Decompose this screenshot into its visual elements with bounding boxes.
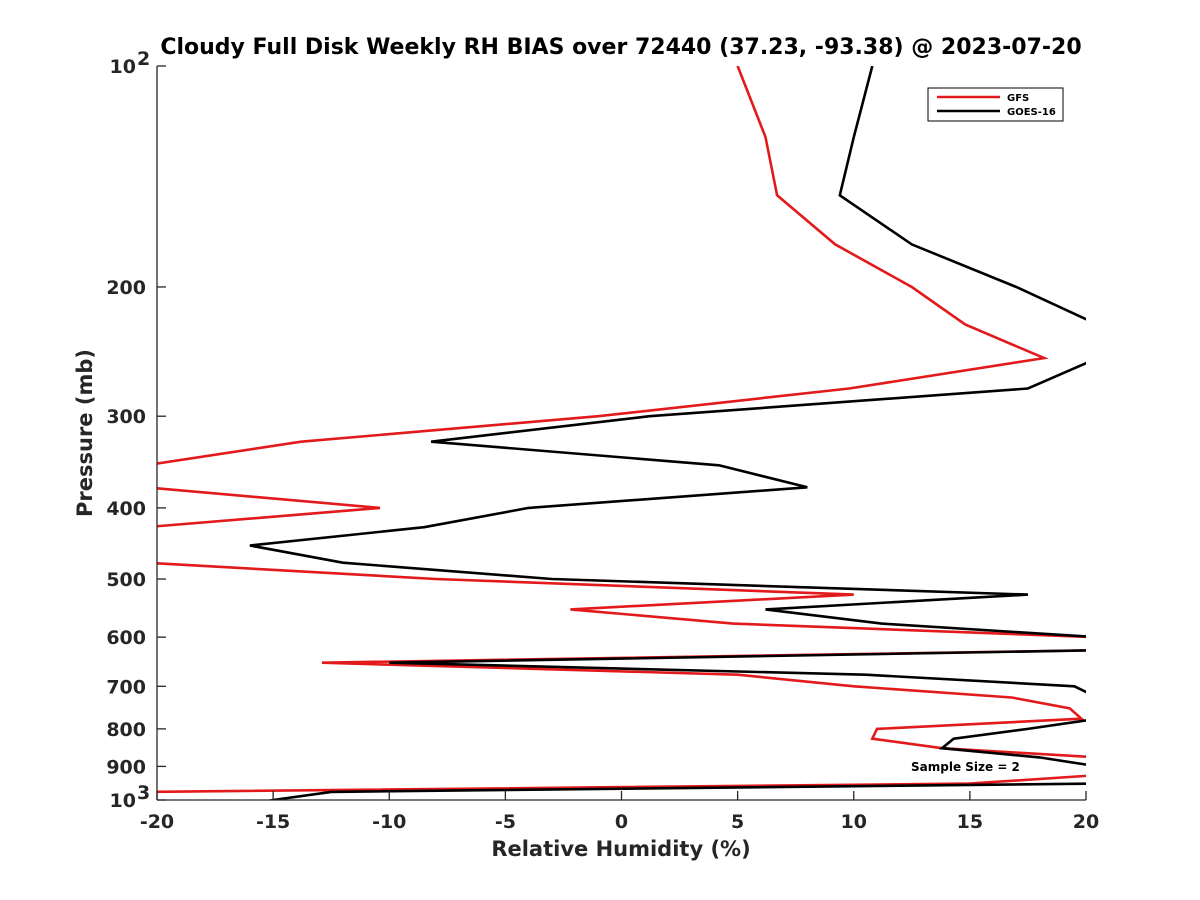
sample-size-annotation: Sample Size = 2 — [911, 760, 1020, 774]
series-line-goes-16 — [249, 66, 1086, 800]
x-tick-label: 20 — [1073, 811, 1099, 833]
y-tick-label: 700 — [106, 676, 146, 698]
y-tick-label: 200 — [106, 277, 146, 299]
legend-label-goes16: GOES-16 — [1007, 107, 1056, 118]
x-tick-label: 0 — [615, 811, 628, 833]
y-tick-label: 10 — [110, 790, 136, 812]
plot-area — [157, 66, 1086, 800]
series-lines — [157, 66, 1086, 800]
x-tick-label: -5 — [495, 811, 516, 833]
series-line-gfs — [157, 66, 1086, 794]
y-tick-exponent: 3 — [137, 782, 150, 804]
y-axis-label: Pressure (mb) — [73, 349, 97, 517]
y-tick-label: 400 — [106, 498, 146, 520]
x-tick-label: -15 — [256, 811, 290, 833]
x-tick-label: -10 — [372, 811, 406, 833]
y-tick-label: 500 — [106, 569, 146, 591]
y-tick-exponent: 2 — [137, 48, 150, 70]
y-tick-label: 600 — [106, 627, 146, 649]
y-tick-label: 300 — [106, 406, 146, 428]
x-tick-label: 5 — [731, 811, 744, 833]
legend-box — [927, 87, 1064, 122]
x-tick-label: -20 — [140, 811, 174, 833]
y-tick-label: 10 — [110, 56, 136, 78]
legend-label-gfs: GFS — [1007, 93, 1029, 104]
y-tick-label: 800 — [106, 719, 146, 741]
chart-title: Cloudy Full Disk Weekly RH BIAS over 724… — [160, 35, 1081, 60]
x-axis-label: Relative Humidity (%) — [491, 837, 750, 861]
x-tick-label: 15 — [957, 811, 983, 833]
legend: GFS GOES-16 — [927, 87, 1064, 122]
x-tick-label: 10 — [841, 811, 867, 833]
x-axis: -20 -15 -10 -5 0 5 10 15 20 — [140, 791, 1099, 833]
y-tick-label: 900 — [106, 756, 146, 778]
